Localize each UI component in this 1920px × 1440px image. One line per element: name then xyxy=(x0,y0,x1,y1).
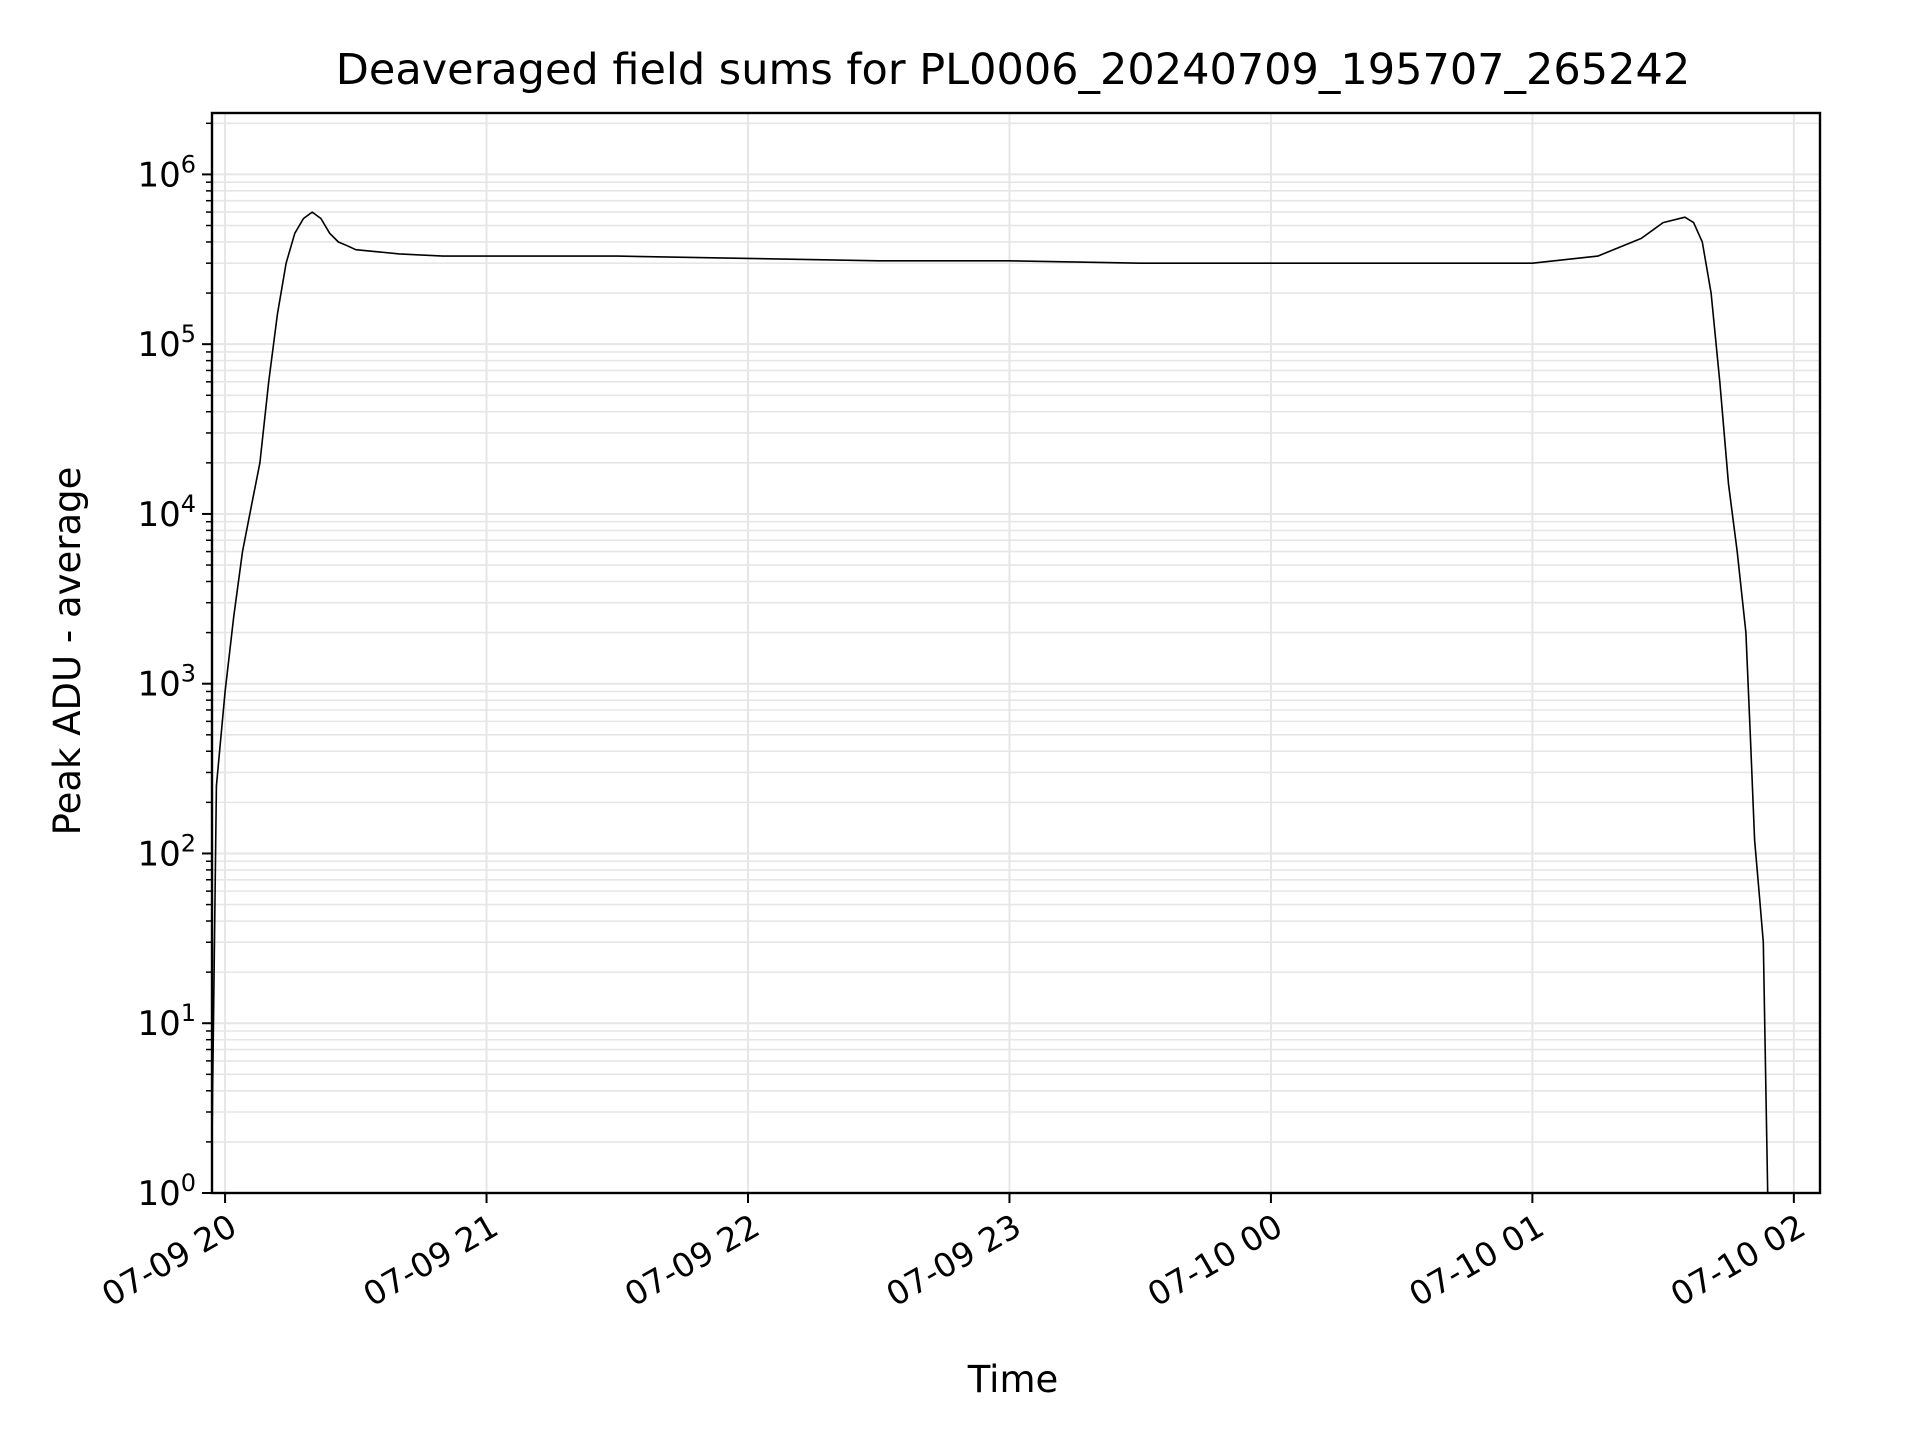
series-layer xyxy=(211,211,1769,1194)
y-tick-label: 105 xyxy=(137,320,196,365)
y-tick-label: 103 xyxy=(137,660,196,705)
y-tick-label: 101 xyxy=(137,999,196,1044)
y-tick-label: 104 xyxy=(137,490,196,535)
chart-title: Deaveraged field sums for PL0006_2024070… xyxy=(336,45,1690,95)
y-axis-label: Peak ADU - average xyxy=(46,467,89,836)
y-tick-label: 100 xyxy=(137,1169,196,1214)
plot-frame xyxy=(210,111,1822,1195)
x-axis-label: Time xyxy=(967,1358,1059,1401)
grid xyxy=(212,113,1820,1194)
series-line xyxy=(211,211,1769,1194)
y-axis: 100 101 102 103 104 105 106 xyxy=(137,122,212,1214)
y-tick-label: 106 xyxy=(137,150,196,195)
y-tick-label: 102 xyxy=(137,829,196,874)
